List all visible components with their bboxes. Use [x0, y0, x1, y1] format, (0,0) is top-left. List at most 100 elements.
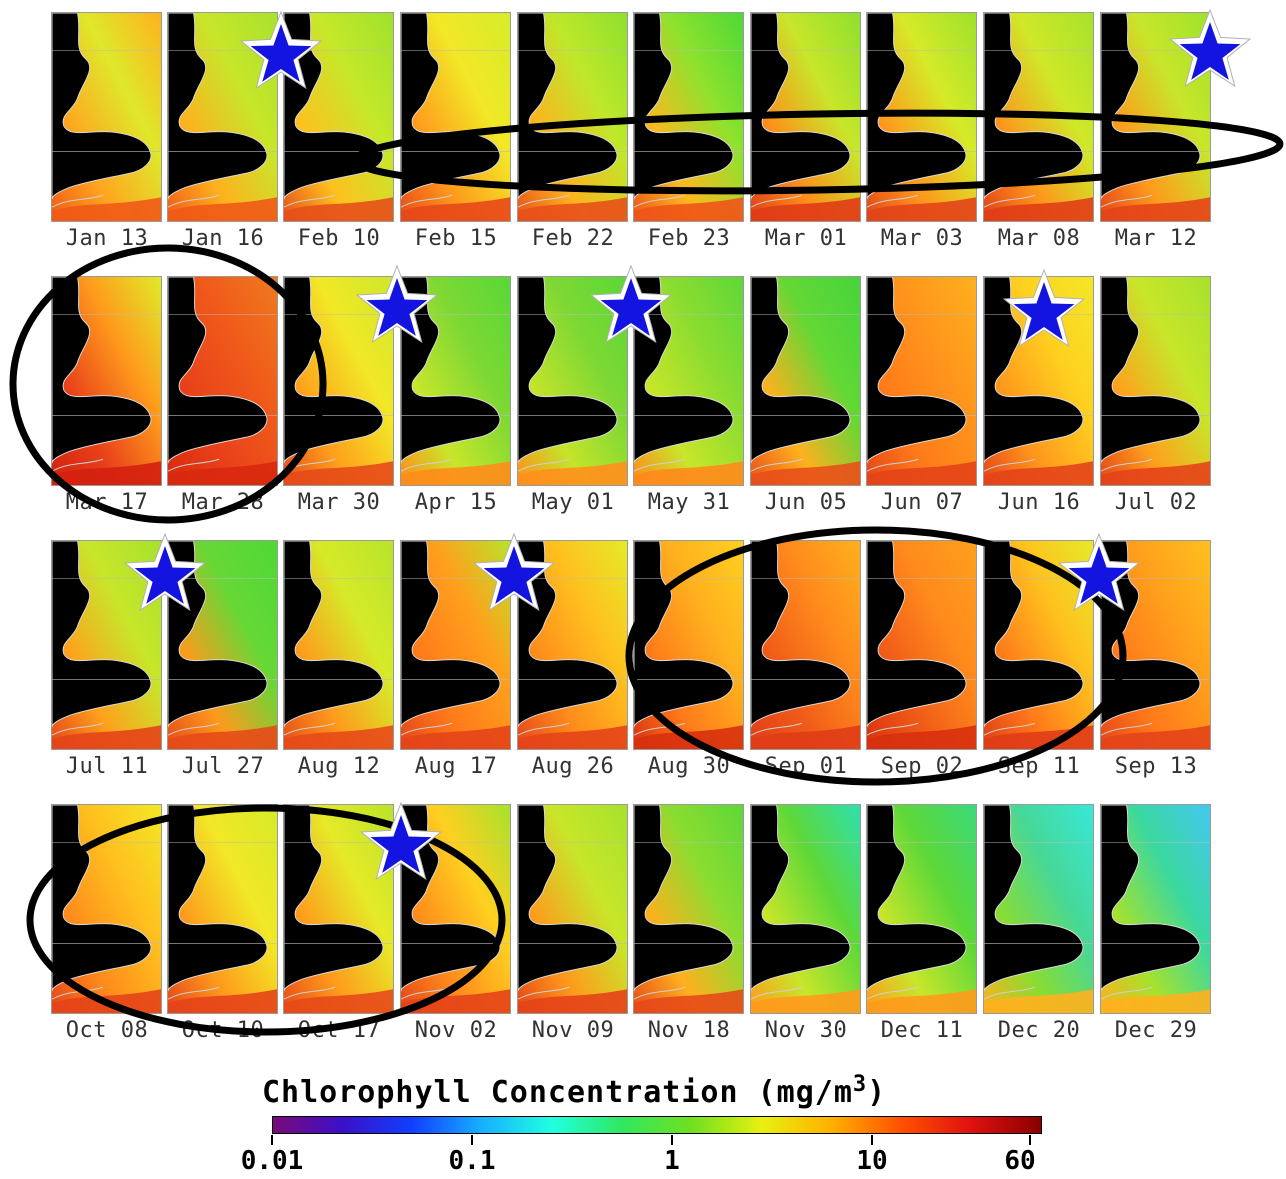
colorbar-tick — [471, 1135, 473, 1145]
chlorophyll-map-image — [751, 13, 860, 221]
chlorophyll-map-image — [984, 541, 1093, 749]
satellite-panel — [983, 276, 1094, 486]
chlorophyll-map-image — [867, 541, 976, 749]
satellite-panel — [633, 804, 744, 1014]
chlorophyll-colorbar — [272, 1116, 1042, 1134]
chlorophyll-map-image — [634, 541, 743, 749]
chlorophyll-map-image — [52, 13, 161, 221]
satellite-panel — [51, 540, 162, 750]
satellite-panel — [51, 12, 162, 222]
satellite-panel — [517, 12, 628, 222]
panel-date-label: Apr 15 — [414, 490, 498, 515]
satellite-panel — [983, 804, 1094, 1014]
chlorophyll-map-image — [518, 277, 627, 485]
panel-date-label: Jul 27 — [181, 754, 265, 779]
panel-date-label: Mar 30 — [297, 490, 381, 515]
chlorophyll-map-image — [518, 541, 627, 749]
chlorophyll-map-image — [1101, 805, 1210, 1013]
satellite-panel — [400, 12, 511, 222]
satellite-panel — [517, 804, 628, 1014]
chlorophyll-map-image — [751, 805, 860, 1013]
satellite-panel — [283, 276, 394, 486]
satellite-panel — [400, 804, 511, 1014]
satellite-panel — [866, 804, 977, 1014]
chlorophyll-map-image — [284, 13, 393, 221]
satellite-panel — [1100, 276, 1211, 486]
satellite-panel — [633, 276, 744, 486]
chlorophyll-map-image — [401, 805, 510, 1013]
chlorophyll-map-image — [168, 13, 277, 221]
panel-date-label: Feb 10 — [297, 226, 381, 251]
chlorophyll-map-image — [518, 13, 627, 221]
panel-date-label: Mar 28 — [181, 490, 265, 515]
chlorophyll-map-image — [984, 805, 1093, 1013]
satellite-panel — [750, 804, 861, 1014]
chlorophyll-map-image — [401, 277, 510, 485]
colorbar-tick-label: 10 — [856, 1146, 888, 1176]
chlorophyll-map-image — [401, 13, 510, 221]
panel-date-label: Dec 20 — [997, 1018, 1081, 1043]
chlorophyll-map-image — [284, 277, 393, 485]
satellite-panel — [750, 276, 861, 486]
satellite-panel — [51, 804, 162, 1014]
chlorophyll-map-image — [634, 805, 743, 1013]
panel-date-label: Jan 16 — [181, 226, 265, 251]
satellite-panel — [1100, 540, 1211, 750]
panel-date-label: Aug 26 — [531, 754, 615, 779]
panel-date-label: Dec 29 — [1114, 1018, 1198, 1043]
satellite-panel — [866, 276, 977, 486]
panel-date-label: Nov 09 — [531, 1018, 615, 1043]
satellite-panel — [51, 276, 162, 486]
panel-date-label: Oct 17 — [297, 1018, 381, 1043]
panel-date-label: Aug 17 — [414, 754, 498, 779]
panel-date-label: Nov 02 — [414, 1018, 498, 1043]
satellite-panel — [633, 540, 744, 750]
satellite-panel — [983, 540, 1094, 750]
satellite-panel — [1100, 804, 1211, 1014]
chlorophyll-map-image — [867, 277, 976, 485]
colorbar-tick — [871, 1135, 873, 1145]
panel-date-label: Aug 30 — [647, 754, 731, 779]
colorbar-tick — [1029, 1135, 1031, 1145]
chlorophyll-map-image — [52, 541, 161, 749]
satellite-panel — [866, 12, 977, 222]
chlorophyll-map-image — [1101, 277, 1210, 485]
chlorophyll-map-image — [867, 805, 976, 1013]
panel-date-label: Nov 18 — [647, 1018, 731, 1043]
satellite-panel — [983, 12, 1094, 222]
satellite-panel-grid: Jan 13 Jan 16 Feb 10 Feb 15 Feb 22 Feb 23 Mar … — [51, 12, 1211, 1043]
chlorophyll-map-image — [867, 13, 976, 221]
chlorophyll-map-image — [751, 277, 860, 485]
colorbar-tick-label: 0.1 — [448, 1146, 496, 1176]
panel-date-label: Oct 10 — [181, 1018, 265, 1043]
chlorophyll-map-image — [1101, 541, 1210, 749]
chlorophyll-map-image — [284, 805, 393, 1013]
panel-date-label: Mar 03 — [880, 226, 964, 251]
chlorophyll-map-image — [634, 13, 743, 221]
satellite-panel — [1100, 12, 1211, 222]
chlorophyll-map-image — [401, 541, 510, 749]
satellite-panel — [167, 804, 278, 1014]
panel-date-label: Sep 02 — [880, 754, 964, 779]
satellite-panel — [167, 12, 278, 222]
chlorophyll-map-image — [984, 277, 1093, 485]
satellite-panel — [750, 540, 861, 750]
panel-date-label: Sep 01 — [764, 754, 848, 779]
chlorophyll-map-image — [984, 13, 1093, 221]
colorbar-tick-label: 60 — [1004, 1146, 1036, 1176]
satellite-panel — [633, 12, 744, 222]
chlorophyll-map-image — [284, 541, 393, 749]
panel-date-label: Nov 30 — [764, 1018, 848, 1043]
satellite-panel — [517, 540, 628, 750]
panel-date-label: Mar 12 — [1114, 226, 1198, 251]
panel-date-label: Jul 11 — [65, 754, 149, 779]
satellite-panel — [283, 540, 394, 750]
panel-date-label: Sep 11 — [997, 754, 1081, 779]
panel-date-label: Oct 08 — [65, 1018, 149, 1043]
panel-date-label: May 31 — [647, 490, 731, 515]
panel-date-label: Jun 05 — [764, 490, 848, 515]
satellite-panel — [167, 276, 278, 486]
panel-date-label: Mar 08 — [997, 226, 1081, 251]
colorbar-tick — [271, 1135, 273, 1145]
colorbar-title: Chlorophyll Concentration (mg/m3) — [262, 1072, 887, 1110]
